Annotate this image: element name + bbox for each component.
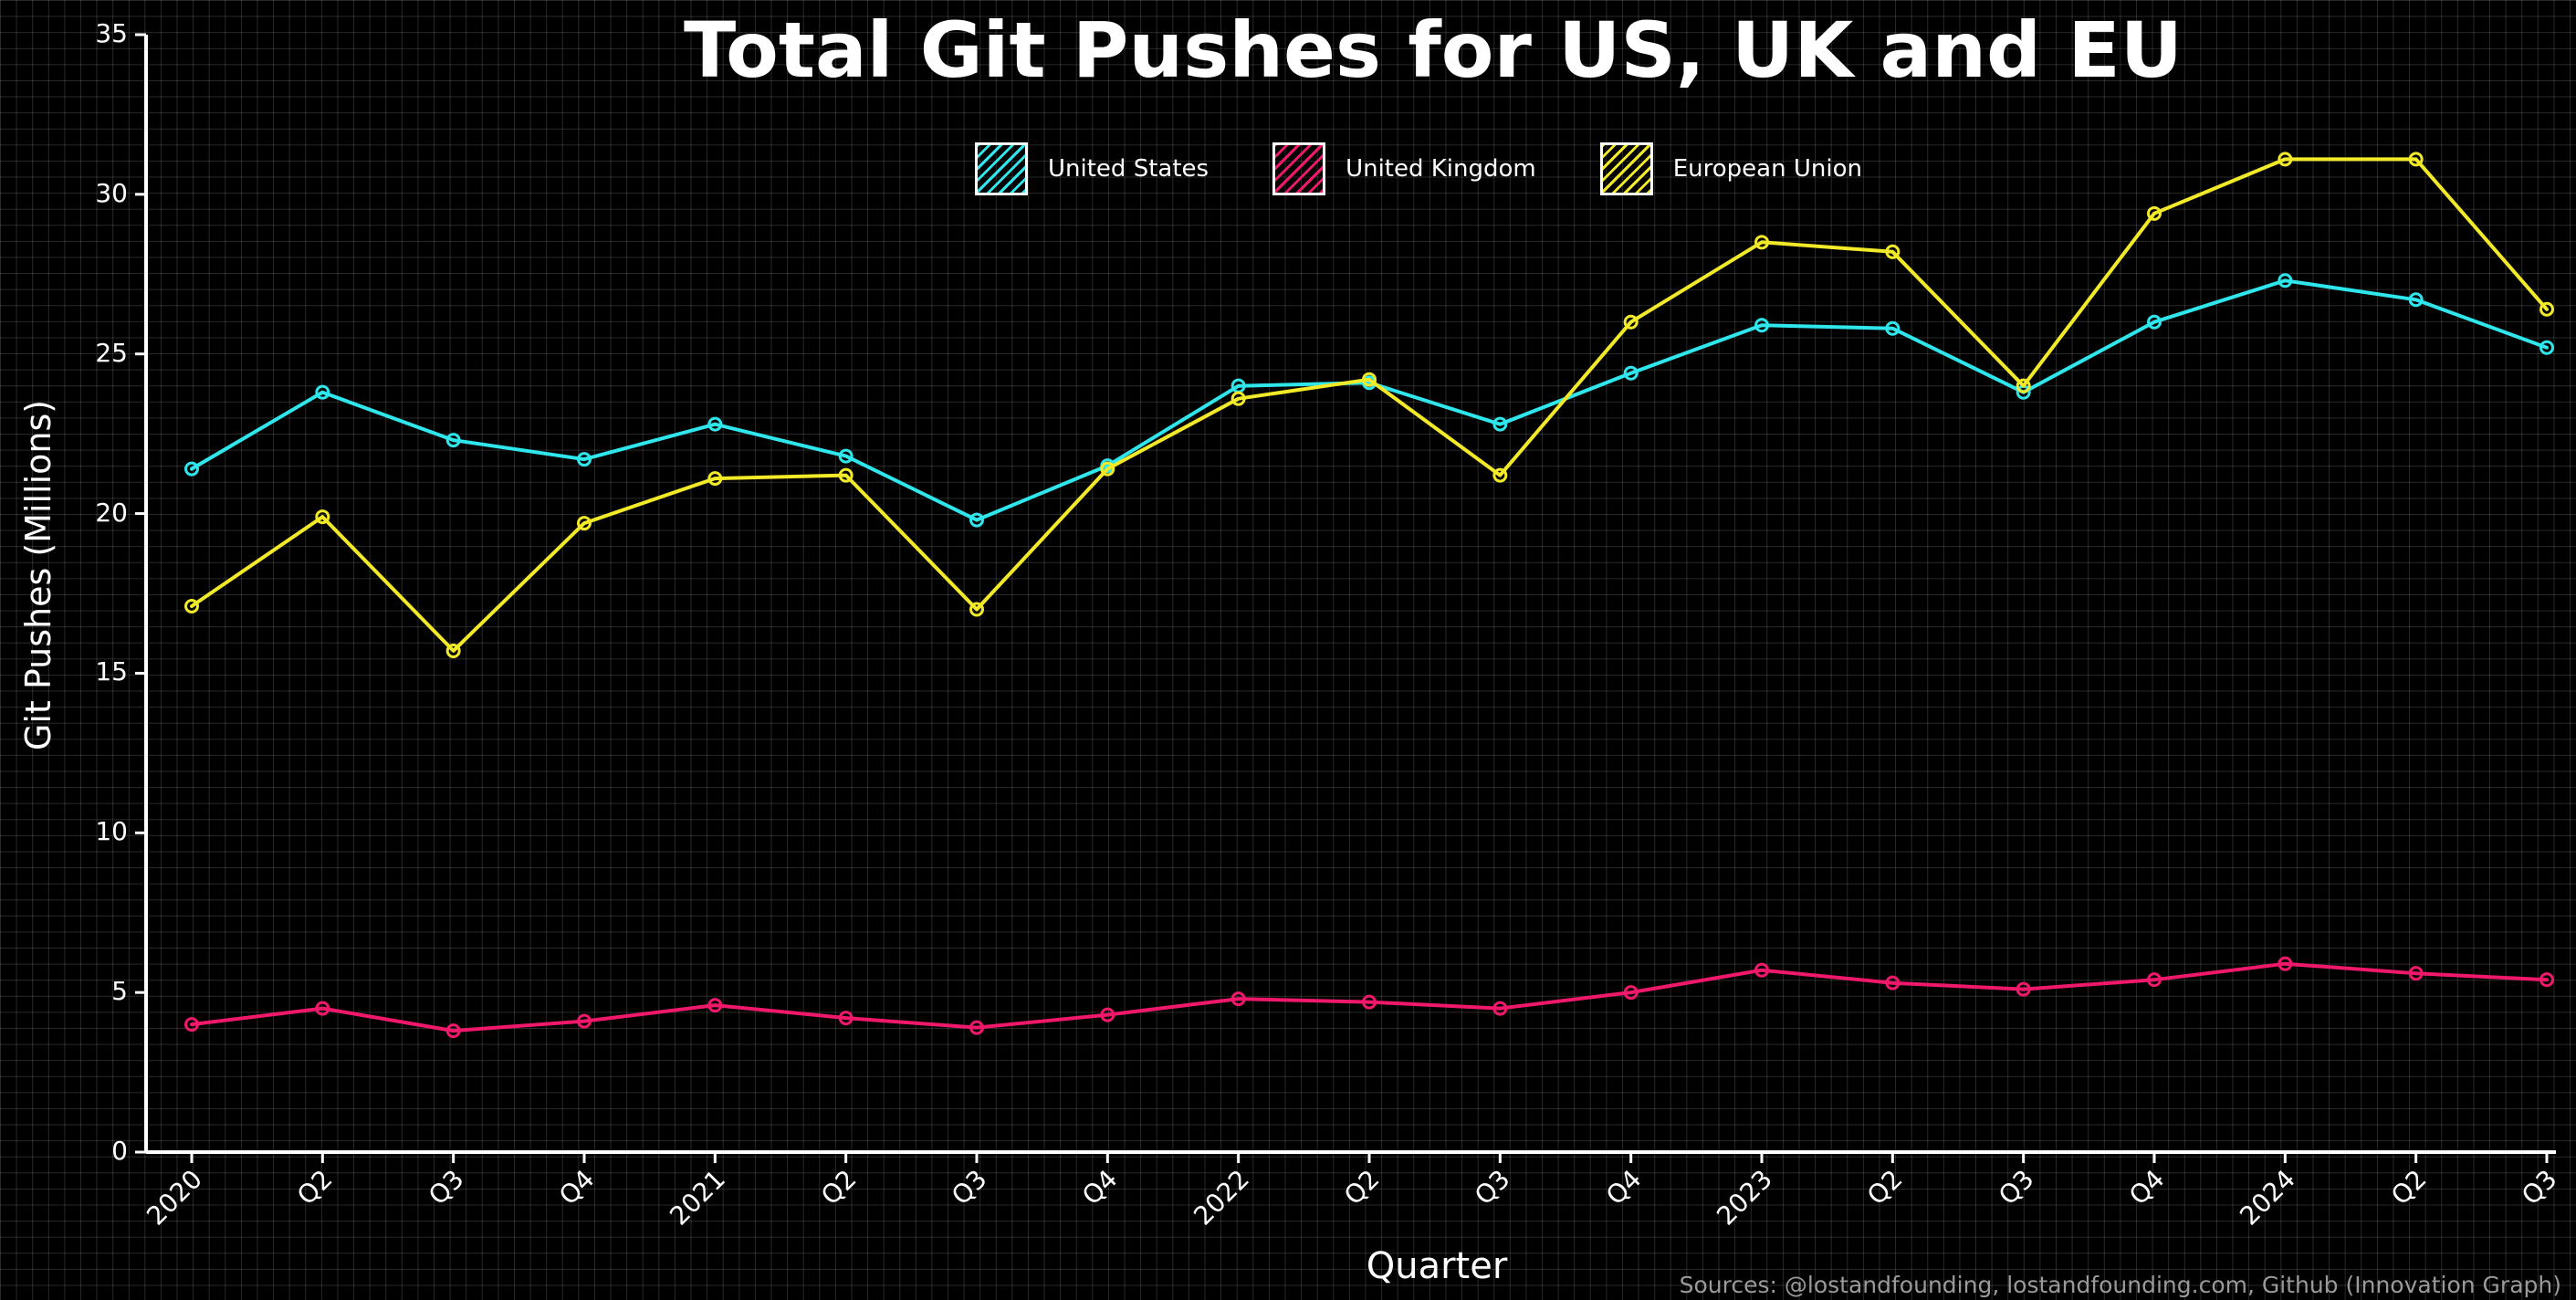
data-point-united-states: [445, 433, 461, 448]
data-point-united-states: [315, 384, 330, 400]
data-point-united-kingdom: [1230, 991, 1246, 1007]
data-point-european-union: [2147, 205, 2162, 221]
y-tick-label: 10: [95, 816, 128, 847]
legend-item-european-union: European Union: [1599, 142, 1862, 195]
data-point-united-states: [1754, 318, 1769, 333]
data-point-united-kingdom: [577, 1013, 592, 1029]
data-point-united-kingdom: [1623, 985, 1639, 1001]
data-point-united-states: [838, 448, 853, 464]
legend-label-united-states: United States: [1048, 155, 1209, 183]
data-point-european-union: [1230, 391, 1246, 406]
data-point-united-kingdom: [445, 1023, 461, 1039]
data-point-european-union: [707, 471, 723, 487]
legend-swatch-united-states: [975, 142, 1028, 195]
data-point-european-union: [838, 467, 853, 483]
y-tick-label: 25: [95, 337, 128, 368]
data-point-european-union: [577, 516, 592, 531]
data-point-united-states: [707, 416, 723, 432]
y-tick-label: 30: [95, 177, 128, 208]
legend-item-united-states: United States: [975, 142, 1209, 195]
data-point-united-states: [2147, 314, 2162, 330]
legend-label-european-union: European Union: [1672, 155, 1862, 183]
data-point-united-kingdom: [969, 1020, 984, 1035]
data-point-european-union: [2539, 301, 2554, 317]
data-point-united-kingdom: [1885, 975, 1901, 991]
data-point-united-kingdom: [838, 1011, 853, 1026]
data-point-european-union: [2408, 152, 2424, 167]
y-tick-label: 20: [95, 497, 128, 528]
data-point-united-kingdom: [1362, 994, 1377, 1010]
legend-item-united-kingdom: United Kingdom: [1272, 142, 1536, 195]
data-point-united-states: [1492, 416, 1508, 432]
data-point-european-union: [2016, 378, 2031, 393]
data-point-european-union: [1492, 467, 1508, 483]
legend: United States United Kingdom European Un…: [975, 142, 1862, 195]
y-tick-label: 0: [111, 1136, 128, 1166]
data-point-united-kingdom: [1492, 1001, 1508, 1016]
data-point-united-kingdom: [2539, 972, 2554, 988]
source-note: Sources: @lostandfounding, lostandfoundi…: [1679, 1272, 2561, 1298]
data-point-european-union: [1100, 461, 1115, 477]
data-point-united-kingdom: [2016, 981, 2031, 997]
data-point-european-union: [1623, 314, 1639, 330]
legend-swatch-european-union: [1599, 142, 1653, 195]
data-point-united-states: [1885, 320, 1901, 336]
data-point-united-states: [2408, 292, 2424, 308]
legend-label-united-kingdom: United Kingdom: [1346, 155, 1536, 183]
data-point-united-kingdom: [2408, 966, 2424, 981]
data-point-united-states: [2278, 273, 2293, 288]
data-point-united-kingdom: [707, 998, 723, 1013]
data-point-european-union: [1754, 235, 1769, 250]
data-point-european-union: [2278, 152, 2293, 167]
data-point-european-union: [969, 602, 984, 617]
data-point-european-union: [1885, 244, 1901, 259]
data-point-european-union: [1362, 372, 1377, 387]
data-point-united-states: [969, 512, 984, 528]
y-tick-label: 15: [95, 656, 128, 687]
series-line-united-states: [190, 278, 2549, 522]
y-axis-label: Git Pushes (Millions): [18, 399, 58, 751]
data-point-european-union: [315, 509, 330, 525]
data-point-united-states: [1623, 365, 1639, 381]
y-tick-label: 5: [111, 976, 128, 1007]
data-point-united-kingdom: [1754, 962, 1769, 978]
data-point-united-states: [2539, 340, 2554, 355]
data-point-european-union: [184, 598, 199, 613]
data-point-united-kingdom: [2147, 972, 2162, 988]
y-tick-label: 35: [95, 18, 128, 48]
series-line-united-kingdom: [190, 961, 2549, 1033]
x-axis-label: Quarter: [1366, 1245, 1508, 1287]
legend-swatch-united-kingdom: [1272, 142, 1326, 195]
data-point-united-states: [577, 452, 592, 467]
data-point-united-kingdom: [184, 1017, 199, 1033]
data-point-united-kingdom: [315, 1001, 330, 1016]
chart-title: Total Git Pushes for US, UK and EU: [683, 5, 2183, 95]
data-point-united-states: [184, 461, 199, 477]
data-point-european-union: [445, 643, 461, 658]
data-point-united-kingdom: [2278, 956, 2293, 971]
data-point-united-kingdom: [1100, 1007, 1115, 1022]
series-line-european-union: [190, 157, 2549, 653]
